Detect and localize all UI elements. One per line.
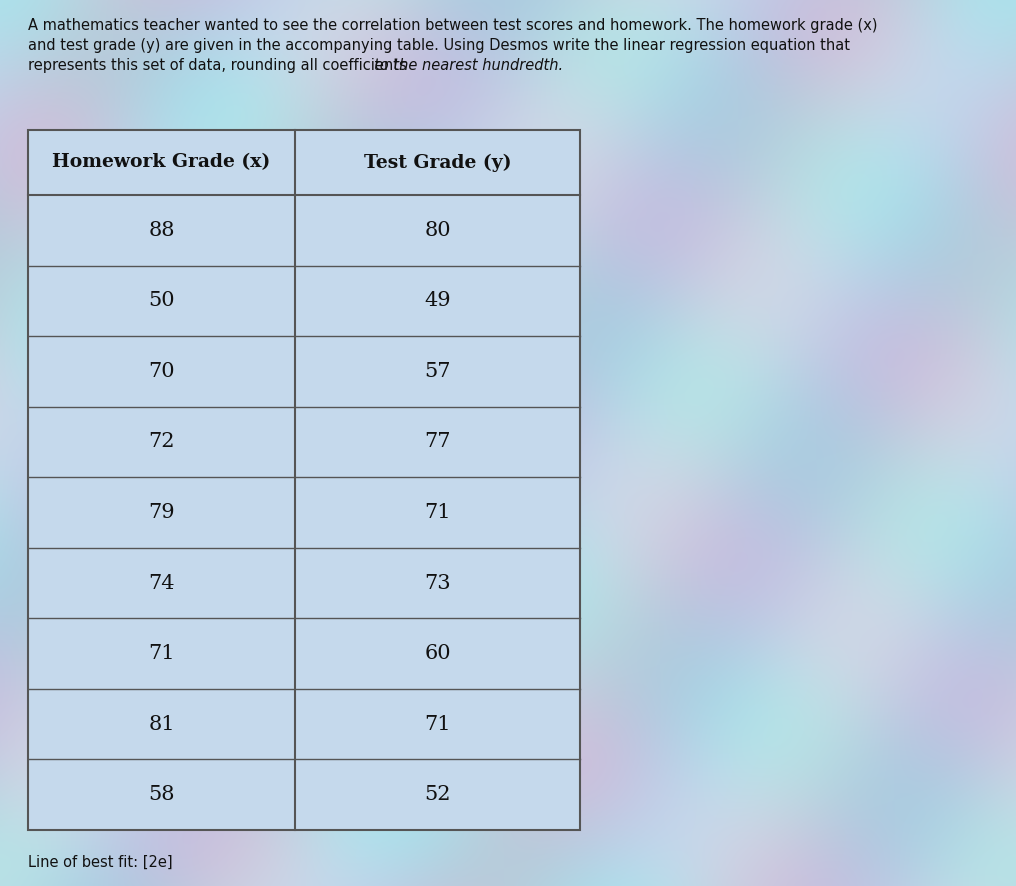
Text: 88: 88 (148, 221, 175, 240)
Text: 81: 81 (148, 715, 175, 734)
Text: 79: 79 (148, 503, 175, 522)
Text: 50: 50 (148, 291, 175, 310)
Text: 80: 80 (425, 221, 451, 240)
Text: 74: 74 (148, 573, 175, 593)
Bar (28, 130, 580, 830)
Text: Homework Grade (x): Homework Grade (x) (53, 153, 270, 172)
Text: 71: 71 (425, 715, 451, 734)
Text: 77: 77 (425, 432, 451, 452)
Text: 71: 71 (148, 644, 175, 663)
Text: Line of best fit: [2e]: Line of best fit: [2e] (28, 855, 173, 870)
Text: 70: 70 (148, 361, 175, 381)
Text: Test Grade (y): Test Grade (y) (364, 153, 511, 172)
Text: 57: 57 (425, 361, 451, 381)
Text: 73: 73 (425, 573, 451, 593)
Text: 72: 72 (148, 432, 175, 452)
Text: to the nearest hundredth.: to the nearest hundredth. (375, 58, 564, 73)
Text: 52: 52 (425, 785, 451, 804)
Text: 58: 58 (148, 785, 175, 804)
Text: 71: 71 (425, 503, 451, 522)
Text: 49: 49 (425, 291, 451, 310)
Text: and test grade (y) are given in the accompanying table. Using Desmos write the l: and test grade (y) are given in the acco… (28, 38, 850, 53)
Text: 60: 60 (425, 644, 451, 663)
Text: A mathematics teacher wanted to see the correlation between test scores and home: A mathematics teacher wanted to see the … (28, 18, 878, 33)
Text: represents this set of data, rounding all coefficients: represents this set of data, rounding al… (28, 58, 411, 73)
